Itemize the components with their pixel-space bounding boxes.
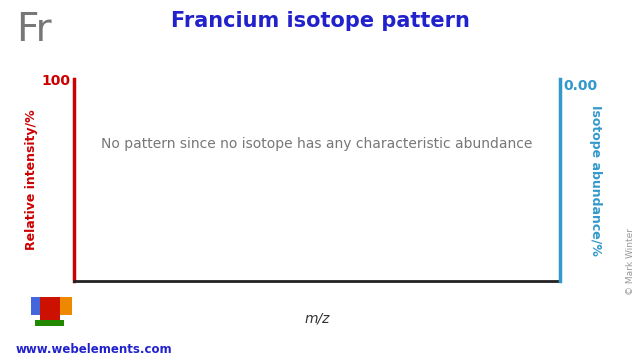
- Text: © Mark Winter: © Mark Winter: [626, 228, 635, 295]
- Text: Francium isotope pattern: Francium isotope pattern: [171, 11, 469, 31]
- Text: m/z: m/z: [304, 312, 330, 325]
- Text: 0.00: 0.00: [563, 79, 597, 93]
- Text: www.webelements.com: www.webelements.com: [16, 343, 173, 356]
- Text: Isotope abundance/%: Isotope abundance/%: [589, 104, 602, 256]
- Y-axis label: Relative intensity/%: Relative intensity/%: [25, 110, 38, 250]
- Text: No pattern since no isotope has any characteristic abundance: No pattern since no isotope has any char…: [101, 137, 532, 151]
- Text: Fr: Fr: [16, 11, 52, 49]
